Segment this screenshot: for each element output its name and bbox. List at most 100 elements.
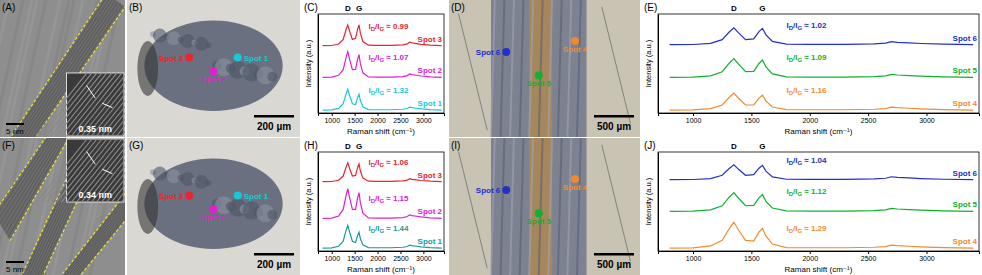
- scale-bar: [6, 123, 24, 125]
- spot-label: Spot 4: [563, 183, 588, 192]
- stripe-texture: [491, 138, 495, 275]
- lattice-fringe: [66, 200, 125, 275]
- figure: 0.35 nm5 nm(A)Spot 3Spot 2Spot 1200 µm(B…: [0, 0, 982, 275]
- series-label: Spot 4: [953, 99, 978, 108]
- tem-image: [0, 0, 125, 137]
- x-tick-mark: [378, 251, 379, 254]
- x-tick: 1000: [686, 251, 702, 262]
- x-tick-mark: [332, 113, 333, 116]
- spot-marker: [185, 54, 193, 62]
- spot-marker: [210, 67, 218, 75]
- stripe-texture: [501, 0, 505, 137]
- x-tick-label: 3000: [416, 255, 432, 262]
- x-tick: 3000: [919, 251, 935, 262]
- stripe-texture: [520, 138, 524, 275]
- x-tick: 2500: [861, 251, 877, 262]
- ratio-label-part: ≈ 1.09: [802, 53, 827, 62]
- panel-label: (I): [451, 140, 460, 151]
- spectrum-line: [323, 225, 442, 248]
- stripe-texture: [501, 138, 505, 275]
- x-tick-label: 1000: [324, 117, 340, 124]
- y-axis-title: Intensity (a.u.): [644, 177, 653, 225]
- inset-fringe: [122, 139, 126, 202]
- ratio-label-part: ≈ 1.16: [802, 86, 827, 95]
- optical-image: [127, 0, 300, 137]
- sample-region: [144, 159, 282, 249]
- spot-marker: [234, 192, 242, 200]
- stripe-core: [529, 138, 552, 275]
- stripe-texture: [567, 0, 571, 137]
- stripe-texture: [510, 0, 514, 137]
- plot-frame: [318, 14, 444, 113]
- x-tick: 1000: [324, 251, 340, 262]
- x-tick: 2500: [393, 251, 409, 262]
- stripe-texture: [529, 138, 533, 275]
- ratio-label: ID/IG ≈ 1.09: [786, 53, 827, 63]
- x-tick-mark: [751, 113, 752, 116]
- x-tick-mark: [810, 251, 811, 254]
- spot-marker: [185, 192, 193, 200]
- x-tick-label: 3000: [919, 255, 935, 262]
- inset: [37, 139, 126, 202]
- arrow: [87, 86, 96, 99]
- x-tick-mark: [810, 113, 811, 116]
- arrow: [87, 152, 96, 165]
- ratio-label: ID/IG ≈ 1.07: [368, 53, 409, 63]
- x-tick-label: 3000: [919, 117, 935, 124]
- peak-label: D: [345, 4, 351, 13]
- ratio-label-part: ≈ 1.04: [802, 156, 827, 165]
- panel-label: (H): [304, 140, 318, 151]
- ratio-label-part: ≈ 1.02: [802, 21, 827, 30]
- scale-bar: [594, 115, 634, 118]
- plot-area: [670, 28, 973, 110]
- x-tick-mark: [400, 251, 401, 254]
- x-tick-label: 2500: [861, 117, 877, 124]
- x-tick: 1000: [324, 113, 340, 124]
- spot-marker: [502, 186, 510, 194]
- x-tick-label: 1500: [347, 117, 363, 124]
- scale-bar: [594, 253, 634, 256]
- x-axis: 10001500200025003000: [319, 113, 445, 124]
- raman-chart: 10001500200025003000ID/IG ≈ 1.02Spot 6ID…: [644, 2, 980, 136]
- inset-fringe: [117, 139, 126, 202]
- crack: [459, 14, 488, 130]
- ratio-label-part: ≈ 1.12: [802, 187, 827, 196]
- optical-panel: Spot 3Spot 2Spot 1200 µm(B): [127, 0, 300, 137]
- lattice-fringe: [0, 138, 57, 224]
- y-axis-title: Intensity (a.u.): [304, 177, 313, 225]
- sample-texture: [267, 72, 277, 82]
- ratio-label: ID/IG ≈ 1.29: [786, 224, 827, 234]
- crack: [459, 152, 488, 268]
- panel-label: (F): [2, 140, 15, 151]
- y-axis-title: Intensity (a.u.): [644, 39, 653, 87]
- optical-background: [449, 0, 640, 137]
- x-tick-label: 1000: [686, 117, 702, 124]
- spot-label: Spot 3: [159, 54, 184, 63]
- plot-frame: [658, 14, 979, 113]
- x-axis: 10001500200025003000: [319, 251, 445, 262]
- inset-background: [67, 73, 125, 136]
- x-tick-label: 3000: [416, 117, 432, 124]
- ratio-label: ID/IG ≈ 1.06: [368, 158, 409, 168]
- stripe-texture: [510, 138, 514, 275]
- spot-label: Spot 1: [244, 54, 269, 63]
- spot-label: Spot 1: [244, 192, 269, 201]
- inset-fringe: [122, 73, 126, 136]
- inset-fringe: [117, 73, 126, 136]
- inset-fringe: [112, 73, 126, 136]
- x-tick-label: 2500: [393, 255, 409, 262]
- x-tick-label: 2000: [370, 117, 386, 124]
- spot-label: Spot 6: [476, 186, 501, 195]
- inset-fringe: [62, 73, 112, 136]
- panel-label: (A): [2, 2, 15, 13]
- panel-label: (D): [451, 2, 465, 13]
- y-axis-line: [318, 153, 319, 252]
- sample-texture: [267, 210, 277, 220]
- optical-background: [127, 138, 300, 275]
- lattice-fringe: [61, 193, 125, 275]
- panel-label: (B): [129, 2, 142, 13]
- raman-chart: 10001500200025003000ID/IG ≈ 0.99Spot 3ID…: [304, 2, 445, 136]
- stripe-texture: [520, 0, 524, 137]
- inset: [37, 73, 126, 136]
- ratio-label-part: ≈ 0.99: [384, 22, 409, 31]
